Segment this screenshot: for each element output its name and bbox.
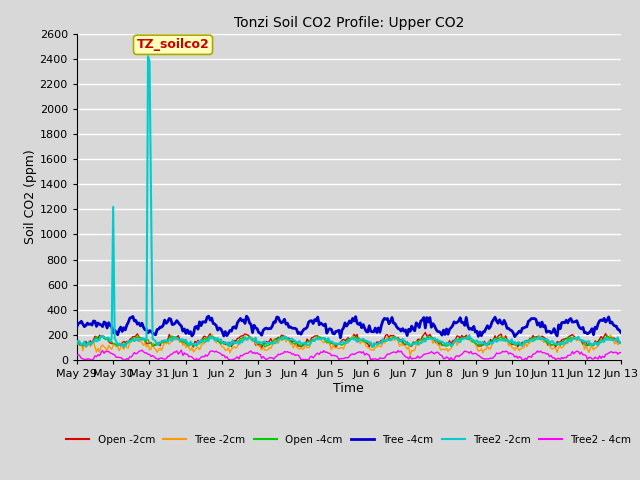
Title: Tonzi Soil CO2 Profile: Upper CO2: Tonzi Soil CO2 Profile: Upper CO2 [234, 16, 464, 30]
Y-axis label: Soil CO2 (ppm): Soil CO2 (ppm) [24, 149, 36, 244]
Legend: Open -2cm, Tree -2cm, Open -4cm, Tree -4cm, Tree2 -2cm, Tree2 - 4cm: Open -2cm, Tree -2cm, Open -4cm, Tree -4… [62, 431, 636, 449]
Text: TZ_soilco2: TZ_soilco2 [137, 38, 209, 51]
X-axis label: Time: Time [333, 382, 364, 395]
